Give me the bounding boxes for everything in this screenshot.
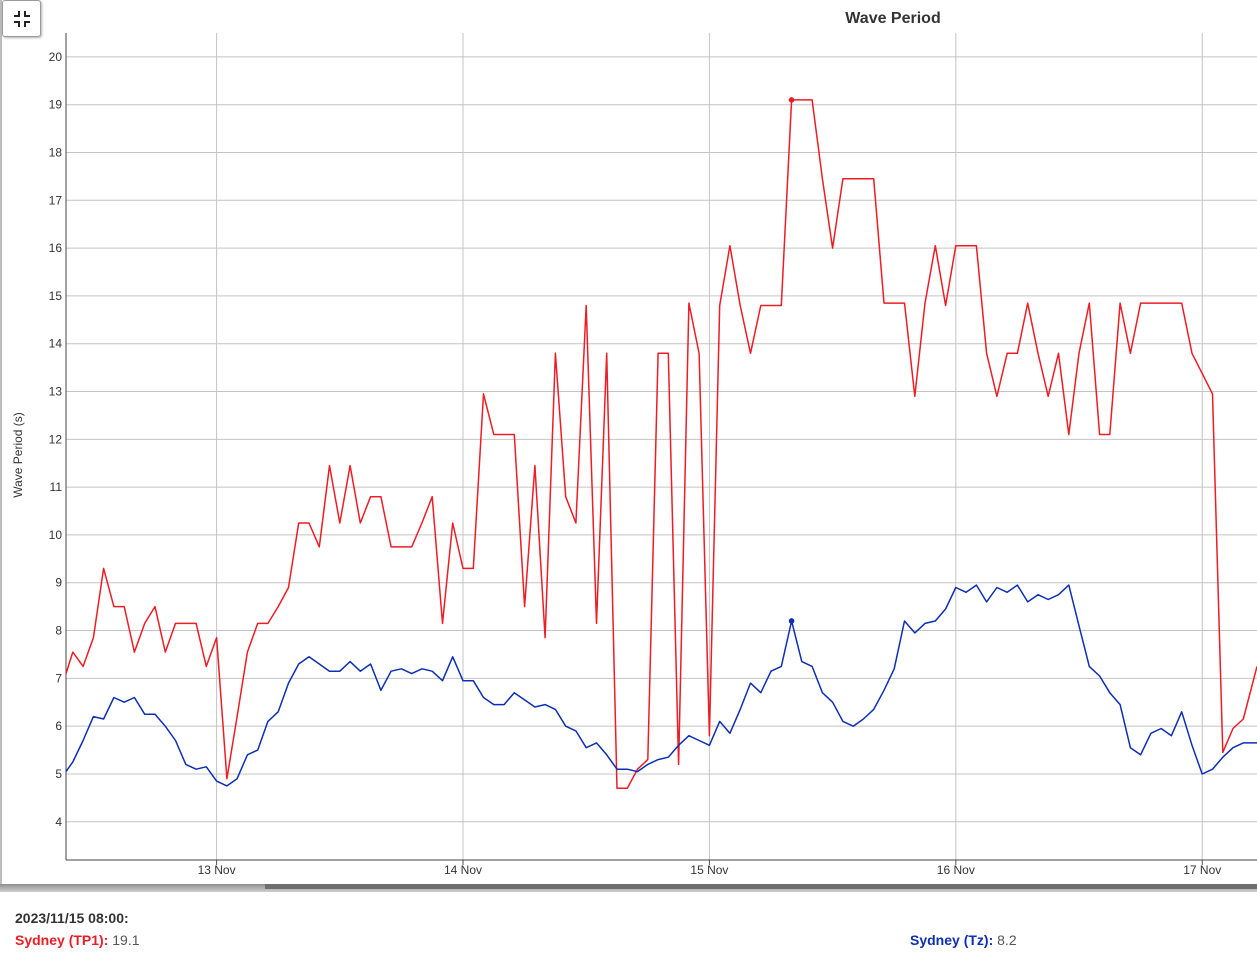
hover-markers <box>788 97 795 624</box>
y-tick-label: 18 <box>49 146 63 160</box>
grid <box>66 33 1257 860</box>
x-tick-label: 13 Nov <box>198 863 236 877</box>
x-tick-label: 16 Nov <box>937 863 975 877</box>
y-tick-label: 10 <box>49 528 63 542</box>
y-tick-label: 16 <box>49 241 63 255</box>
y-tick-label: 15 <box>49 289 63 303</box>
y-tick-label: 4 <box>55 815 62 829</box>
left-edge <box>0 0 2 890</box>
readout-time: 2023/11/15 08:00: <box>15 910 129 926</box>
y-tick-label: 9 <box>55 576 62 590</box>
y-tick-label: 14 <box>49 337 63 351</box>
axes: 4 5 6 7 8 9 10 11 12 13 14 15 16 17 18 19 20 13 Nov 14 Nov… <box>49 33 1257 877</box>
chart-title: Wave Period <box>845 10 940 27</box>
y-tick-label: 8 <box>55 624 62 638</box>
marker-point-tp1 <box>788 97 795 103</box>
readout-value: 19.1 <box>112 932 140 948</box>
readout-value: 8.2 <box>997 932 1017 948</box>
collapse-button[interactable] <box>2 0 41 37</box>
y-tick-label: 19 <box>49 98 63 112</box>
y-tick-label: 13 <box>49 385 63 399</box>
wave-period-chart: Wave Period Wave Period (s) 4 5 6 7 8 9 10 11 12… <box>11 10 1257 877</box>
collapse-icon <box>13 10 30 27</box>
y-axis-label: Wave Period (s) <box>11 412 25 498</box>
y-tick-label: 11 <box>50 480 63 494</box>
series-line-tp1 <box>65 99 1257 790</box>
y-tick-label: 12 <box>49 432 63 446</box>
x-tick-label: 14 Nov <box>444 863 482 877</box>
y-tick-label: 20 <box>49 50 63 64</box>
marker-point-tz <box>788 618 795 624</box>
y-tick-label: 17 <box>49 193 63 207</box>
panel-divider[interactable] <box>0 884 1257 892</box>
series-line-tz <box>65 584 1257 787</box>
y-tick-label: 6 <box>55 719 62 733</box>
x-tick-label: 17 Nov <box>1183 863 1221 877</box>
readout-label: Sydney (Tz) <box>910 932 989 948</box>
y-tick-label: 7 <box>55 671 62 685</box>
readout-item-tp1: Sydney (TP1): 19.1 <box>15 932 140 948</box>
y-tick-label: 5 <box>55 767 62 781</box>
x-tick-label: 15 Nov <box>690 863 728 877</box>
hover-readout: 2023/11/15 08:00: Sydney (TP1): 19.1 Syd… <box>0 892 1257 966</box>
readout-item-tz: Sydney (Tz): 8.2 <box>910 932 1017 948</box>
readout-label: Sydney (TP1) <box>15 932 104 948</box>
series-lines <box>65 99 1257 790</box>
